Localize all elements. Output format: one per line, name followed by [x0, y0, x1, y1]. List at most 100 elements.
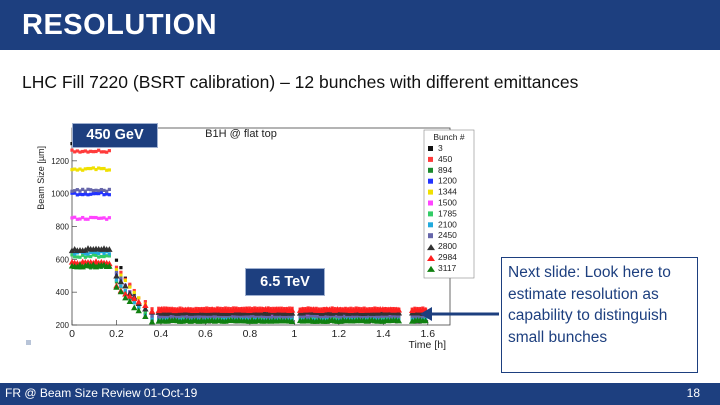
- y-tick-label: 1200: [51, 157, 69, 166]
- data-point: [142, 305, 149, 312]
- data-point: [86, 150, 90, 154]
- data-point: [319, 314, 324, 319]
- data-point: [148, 318, 156, 325]
- data-point: [89, 215, 93, 220]
- data-point: [150, 316, 154, 321]
- data-point: [114, 270, 119, 275]
- y-tick-label: 600: [56, 255, 70, 264]
- data-point: [113, 272, 120, 279]
- data-point: [148, 308, 156, 314]
- data-point: [89, 254, 93, 259]
- data-point: [207, 314, 212, 319]
- data-point: [73, 191, 77, 195]
- data-point: [82, 246, 89, 253]
- data-point: [303, 315, 308, 319]
- x-tick-label: 1.4: [376, 328, 391, 340]
- data-point: [261, 314, 265, 319]
- data-point: [81, 168, 85, 172]
- data-point: [107, 168, 111, 172]
- data-point: [191, 315, 196, 319]
- legend-marker: [428, 146, 433, 151]
- legend-label: 1785: [438, 208, 457, 218]
- data-point: [94, 149, 98, 154]
- data-point: [162, 315, 166, 319]
- data-point: [349, 314, 353, 318]
- data-point: [167, 315, 171, 319]
- data-point: [97, 251, 101, 256]
- data-point: [89, 188, 93, 192]
- data-point: [132, 290, 136, 295]
- legend-label: 2450: [438, 230, 457, 240]
- data-point: [91, 253, 95, 257]
- data-point: [70, 191, 74, 195]
- legend-marker: [428, 211, 433, 217]
- legend-title: Bunch #: [433, 132, 464, 142]
- data-point: [83, 189, 87, 193]
- data-point: [113, 283, 120, 290]
- x-tick-label: 1.6: [420, 328, 435, 340]
- data-point: [205, 314, 209, 318]
- data-point: [106, 263, 113, 269]
- data-point: [105, 192, 109, 196]
- data-point: [75, 255, 79, 259]
- data-point: [83, 192, 87, 196]
- data-point: [282, 315, 286, 319]
- data-point: [75, 193, 79, 197]
- data-point: [75, 188, 79, 192]
- data-point: [135, 307, 142, 314]
- data-point: [107, 149, 111, 153]
- beam-size-chart: B1H @ flat top 0 0.2 0.4 0.6 0.8 1 1.2 1.4 1.6 200…: [36, 127, 499, 351]
- y-tick-label: 400: [56, 288, 70, 297]
- data-point: [70, 216, 74, 220]
- data-point: [73, 255, 77, 259]
- data-point: [131, 304, 138, 311]
- data-point: [73, 150, 77, 154]
- data-point: [375, 315, 380, 319]
- data-point: [117, 288, 125, 295]
- data-point: [231, 315, 236, 319]
- data-point: [421, 314, 425, 318]
- data-point: [159, 315, 163, 319]
- data-point: [365, 314, 369, 319]
- y-axis-label: Beam Size [µm]: [36, 146, 46, 210]
- data-point: [255, 314, 260, 318]
- data-point: [107, 193, 111, 197]
- chart-title: B1H @ flat top: [205, 128, 277, 140]
- data-point: [370, 314, 374, 319]
- data-point: [410, 314, 414, 318]
- data-point: [142, 302, 149, 308]
- data-point: [81, 149, 85, 154]
- data-point: [89, 149, 93, 153]
- data-point: [181, 316, 185, 320]
- title-bar: [0, 0, 720, 50]
- data-point: [75, 168, 79, 172]
- data-point: [351, 314, 356, 319]
- data-point: [173, 315, 177, 319]
- data-point: [70, 168, 74, 172]
- data-point: [106, 246, 113, 252]
- legend-label: 894: [438, 165, 452, 175]
- data-point: [114, 278, 119, 282]
- data-point: [199, 315, 204, 319]
- data-point: [306, 315, 310, 319]
- data-point: [234, 314, 238, 318]
- note-box: Next slide: Look here to estimate resolu…: [501, 257, 698, 373]
- data-point: [81, 215, 85, 220]
- data-point: [122, 290, 129, 297]
- data-point: [107, 252, 111, 256]
- data-point: [378, 314, 382, 319]
- data-point: [107, 216, 111, 220]
- data-point: [137, 305, 141, 310]
- legend-marker: [427, 244, 435, 251]
- data-point: [99, 254, 103, 259]
- data-point: [91, 189, 95, 193]
- data-point: [391, 314, 396, 318]
- data-point: [298, 314, 302, 319]
- data-point: [175, 315, 179, 319]
- data-point: [75, 149, 79, 153]
- data-point: [86, 193, 90, 197]
- data-point: [91, 166, 95, 170]
- data-point: [333, 314, 337, 318]
- flattop-energy-label: 6.5 TeV: [245, 268, 325, 296]
- data-point: [83, 255, 87, 259]
